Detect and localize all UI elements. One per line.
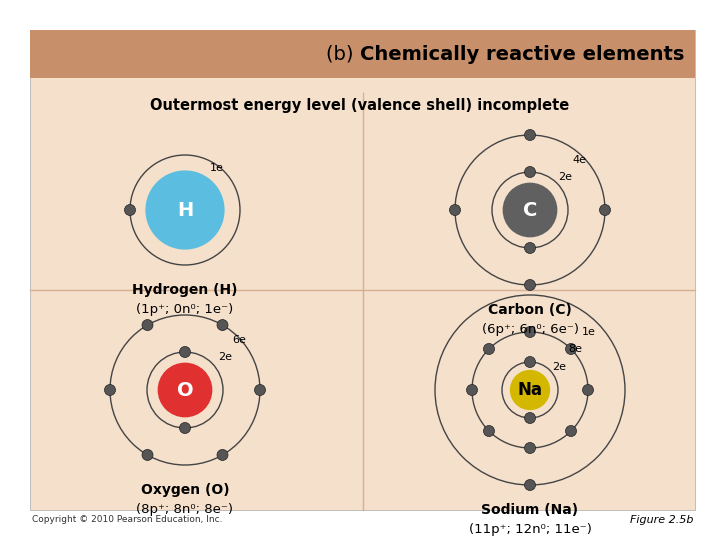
- Text: 2e: 2e: [552, 362, 566, 372]
- Circle shape: [600, 205, 611, 215]
- Bar: [30, 30, 695, 78]
- Circle shape: [524, 356, 536, 368]
- Circle shape: [582, 384, 593, 395]
- Circle shape: [524, 413, 536, 423]
- Bar: [30, 30, 695, 510]
- Text: (1p⁺; 0n⁰; 1e⁻): (1p⁺; 0n⁰; 1e⁻): [136, 303, 233, 316]
- Circle shape: [484, 343, 495, 354]
- Text: 8e: 8e: [568, 344, 582, 354]
- Circle shape: [104, 384, 115, 395]
- Text: C: C: [523, 200, 537, 219]
- Text: Chemically reactive elements: Chemically reactive elements: [360, 44, 685, 64]
- Circle shape: [503, 183, 557, 238]
- Circle shape: [254, 384, 266, 395]
- Circle shape: [524, 327, 536, 338]
- Text: Figure 2.5b: Figure 2.5b: [629, 515, 693, 525]
- Circle shape: [524, 130, 536, 140]
- Text: 1e: 1e: [582, 327, 596, 337]
- Circle shape: [217, 320, 228, 330]
- Text: Na: Na: [518, 381, 542, 399]
- Text: (8p⁺; 8n⁰; 8e⁻): (8p⁺; 8n⁰; 8e⁻): [137, 503, 233, 516]
- Circle shape: [524, 442, 536, 454]
- Circle shape: [158, 363, 212, 417]
- Circle shape: [524, 166, 536, 178]
- Circle shape: [467, 384, 477, 395]
- Text: (6p⁺; 6n⁰; 6e⁻): (6p⁺; 6n⁰; 6e⁻): [482, 323, 578, 336]
- Circle shape: [524, 280, 536, 291]
- Text: Sodium (Na): Sodium (Na): [482, 503, 579, 517]
- Circle shape: [179, 347, 191, 357]
- Text: Copyright © 2010 Pearson Education, Inc.: Copyright © 2010 Pearson Education, Inc.: [32, 515, 222, 524]
- Text: 4e: 4e: [572, 155, 586, 165]
- Text: Oxygen (O): Oxygen (O): [140, 483, 229, 497]
- Text: 2e: 2e: [218, 352, 232, 362]
- Circle shape: [217, 449, 228, 461]
- Text: (11p⁺; 12n⁰; 11e⁻): (11p⁺; 12n⁰; 11e⁻): [469, 523, 591, 536]
- Text: (b): (b): [326, 44, 360, 64]
- Circle shape: [125, 205, 135, 215]
- Text: Carbon (C): Carbon (C): [488, 303, 572, 317]
- Circle shape: [145, 171, 225, 249]
- Circle shape: [510, 370, 550, 410]
- Circle shape: [142, 449, 153, 461]
- Circle shape: [484, 426, 495, 436]
- Circle shape: [565, 426, 577, 436]
- Circle shape: [565, 343, 577, 354]
- Circle shape: [142, 320, 153, 330]
- Text: Outermost energy level (valence shell) incomplete: Outermost energy level (valence shell) i…: [150, 98, 570, 113]
- Circle shape: [524, 480, 536, 490]
- Text: 1e: 1e: [210, 163, 224, 173]
- Circle shape: [524, 242, 536, 253]
- Text: Hydrogen (H): Hydrogen (H): [132, 283, 238, 297]
- Text: 6e: 6e: [232, 335, 246, 345]
- Circle shape: [449, 205, 461, 215]
- Text: H: H: [177, 200, 193, 219]
- Circle shape: [179, 422, 191, 434]
- Text: O: O: [176, 381, 193, 400]
- Text: 2e: 2e: [558, 172, 572, 182]
